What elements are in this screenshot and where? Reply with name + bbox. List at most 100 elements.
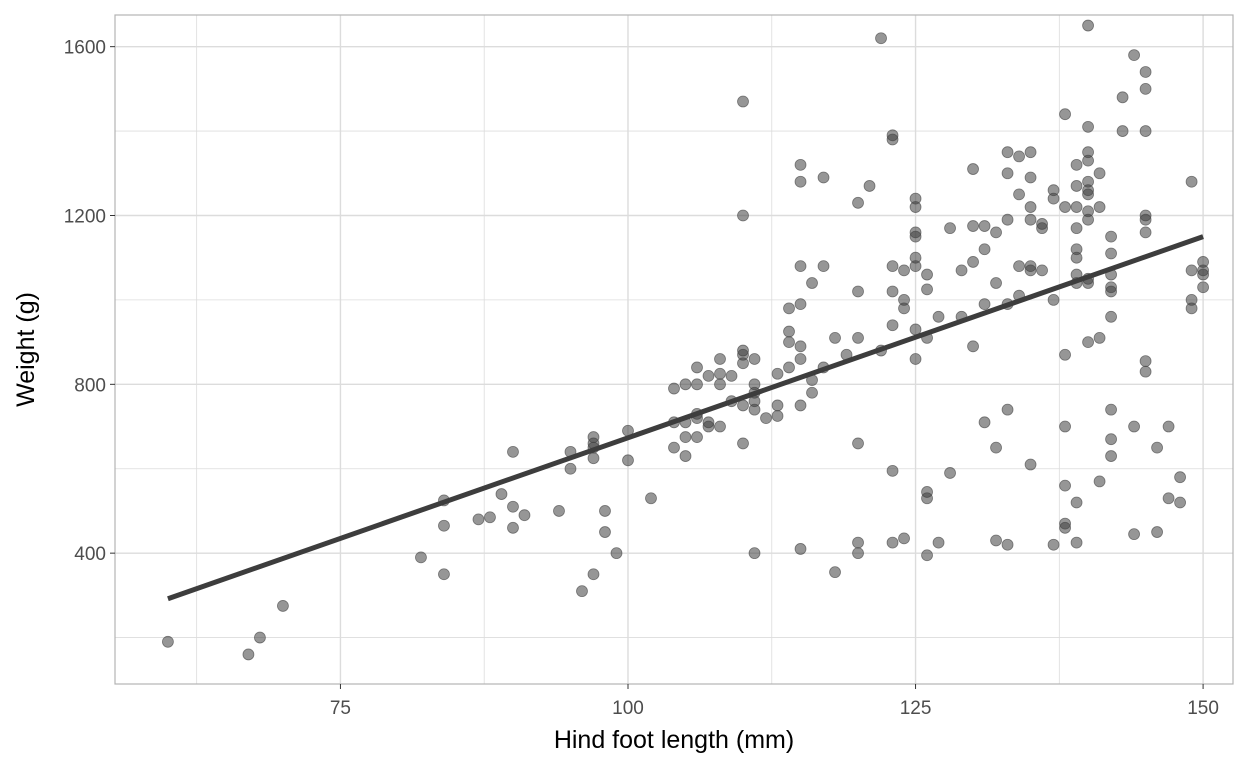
data-point <box>1082 120 1094 133</box>
data-point <box>1001 403 1014 416</box>
y-tick-label: 800 <box>74 375 106 396</box>
data-point <box>472 513 485 526</box>
data-point <box>587 431 600 443</box>
data-point <box>1036 264 1048 277</box>
data-point <box>1174 471 1186 484</box>
data-point <box>1070 180 1083 192</box>
data-point <box>1024 213 1037 226</box>
data-point <box>990 226 1002 239</box>
data-point <box>587 568 600 581</box>
data-point <box>162 635 174 648</box>
data-point <box>679 378 692 391</box>
data-point <box>1197 281 1209 294</box>
data-point <box>1185 294 1198 306</box>
data-point <box>771 410 784 422</box>
data-point <box>242 648 255 661</box>
panel-border <box>114 14 1234 685</box>
data-point <box>1059 201 1071 213</box>
data-point <box>622 454 634 467</box>
data-point <box>1105 281 1117 294</box>
data-point <box>691 378 703 391</box>
data-point <box>1151 441 1163 454</box>
data-point <box>1162 492 1175 505</box>
trend-line <box>167 234 1204 602</box>
data-point <box>1047 184 1060 197</box>
data-point <box>967 220 979 232</box>
data-point <box>679 431 692 443</box>
data-point <box>990 441 1002 454</box>
data-point <box>1093 331 1106 344</box>
data-point <box>852 196 864 209</box>
y-axis-ticks: 400 800 1200 1600 <box>64 38 115 565</box>
data-point <box>714 378 726 391</box>
data-point <box>1105 230 1117 243</box>
data-point <box>932 536 945 549</box>
data-point <box>1082 175 1094 188</box>
data-point <box>1105 310 1117 323</box>
data-point <box>852 547 864 560</box>
data-point <box>702 369 715 382</box>
data-point <box>737 437 749 450</box>
data-point <box>1139 226 1152 239</box>
data-point <box>783 361 795 374</box>
data-point <box>1070 222 1083 235</box>
data-point <box>587 452 600 465</box>
data-point <box>967 256 979 268</box>
data-point <box>760 412 772 424</box>
data-point <box>737 95 749 108</box>
data-point <box>1024 201 1037 213</box>
data-point <box>771 367 784 380</box>
data-point <box>691 431 703 443</box>
data-point <box>1059 479 1071 492</box>
data-point <box>771 399 784 412</box>
data-point <box>748 353 761 365</box>
data-point <box>1059 517 1071 530</box>
data-point <box>1001 213 1014 226</box>
data-point <box>507 500 519 513</box>
data-point <box>610 547 623 560</box>
data-point <box>1013 260 1025 273</box>
data-point <box>921 283 933 296</box>
data-point <box>1105 433 1117 446</box>
data-point <box>1059 348 1071 361</box>
data-point <box>277 600 289 612</box>
data-point <box>1151 526 1163 538</box>
data-point <box>507 445 519 458</box>
data-point <box>1139 82 1152 95</box>
data-point <box>978 243 991 256</box>
data-point <box>1001 538 1014 551</box>
panel-background <box>115 15 1233 684</box>
data-point <box>944 222 956 235</box>
data-point <box>817 260 830 273</box>
data-point <box>714 367 726 380</box>
data-point <box>1070 536 1083 549</box>
data-point <box>495 488 508 500</box>
data-point <box>921 549 933 562</box>
x-tick-label: 100 <box>612 698 644 719</box>
data-point <box>254 631 266 644</box>
data-point <box>829 331 841 344</box>
data-point <box>944 467 956 479</box>
data-point <box>794 260 807 273</box>
data-point <box>909 251 922 264</box>
data-point <box>1082 146 1094 159</box>
data-point <box>932 310 945 323</box>
data-point <box>1070 243 1083 256</box>
y-tick-label: 1200 <box>64 206 106 227</box>
data-point <box>748 547 761 560</box>
data-point <box>1116 91 1129 104</box>
data-point <box>1024 146 1037 159</box>
data-point <box>794 175 807 188</box>
data-point <box>1139 209 1152 222</box>
data-point <box>909 192 922 205</box>
data-point <box>1001 146 1014 159</box>
data-point <box>1105 247 1117 260</box>
data-point <box>1070 158 1083 171</box>
y-axis-title: Weight (g) <box>12 292 40 407</box>
data-point <box>1024 458 1037 471</box>
data-point <box>725 369 738 382</box>
data-point <box>898 294 910 306</box>
data-point <box>783 302 795 315</box>
data-point <box>1093 201 1106 213</box>
data-point <box>967 163 979 175</box>
